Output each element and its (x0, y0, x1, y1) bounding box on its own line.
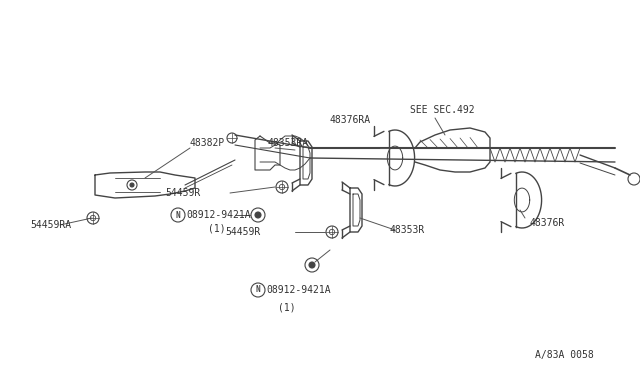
Text: 54459RA: 54459RA (30, 220, 71, 230)
Circle shape (130, 183, 134, 187)
Text: 48376R: 48376R (530, 218, 565, 228)
Text: (1): (1) (278, 303, 296, 313)
Text: SEE SEC.492: SEE SEC.492 (410, 105, 475, 115)
Text: 48382P: 48382P (190, 138, 225, 148)
Text: A/83A 0058: A/83A 0058 (535, 350, 594, 360)
Text: 48353R: 48353R (390, 225, 425, 235)
Circle shape (255, 212, 261, 218)
Circle shape (309, 262, 315, 268)
Text: N: N (176, 211, 180, 219)
Text: 08912-9421A: 08912-9421A (266, 285, 331, 295)
Text: N: N (256, 285, 260, 295)
Text: (1): (1) (208, 223, 226, 233)
Text: 54459R: 54459R (165, 188, 200, 198)
Text: 54459R: 54459R (225, 227, 260, 237)
Text: 08912-9421A: 08912-9421A (186, 210, 251, 220)
Text: 48376RA: 48376RA (330, 115, 371, 125)
Text: 48353RA: 48353RA (268, 138, 309, 148)
